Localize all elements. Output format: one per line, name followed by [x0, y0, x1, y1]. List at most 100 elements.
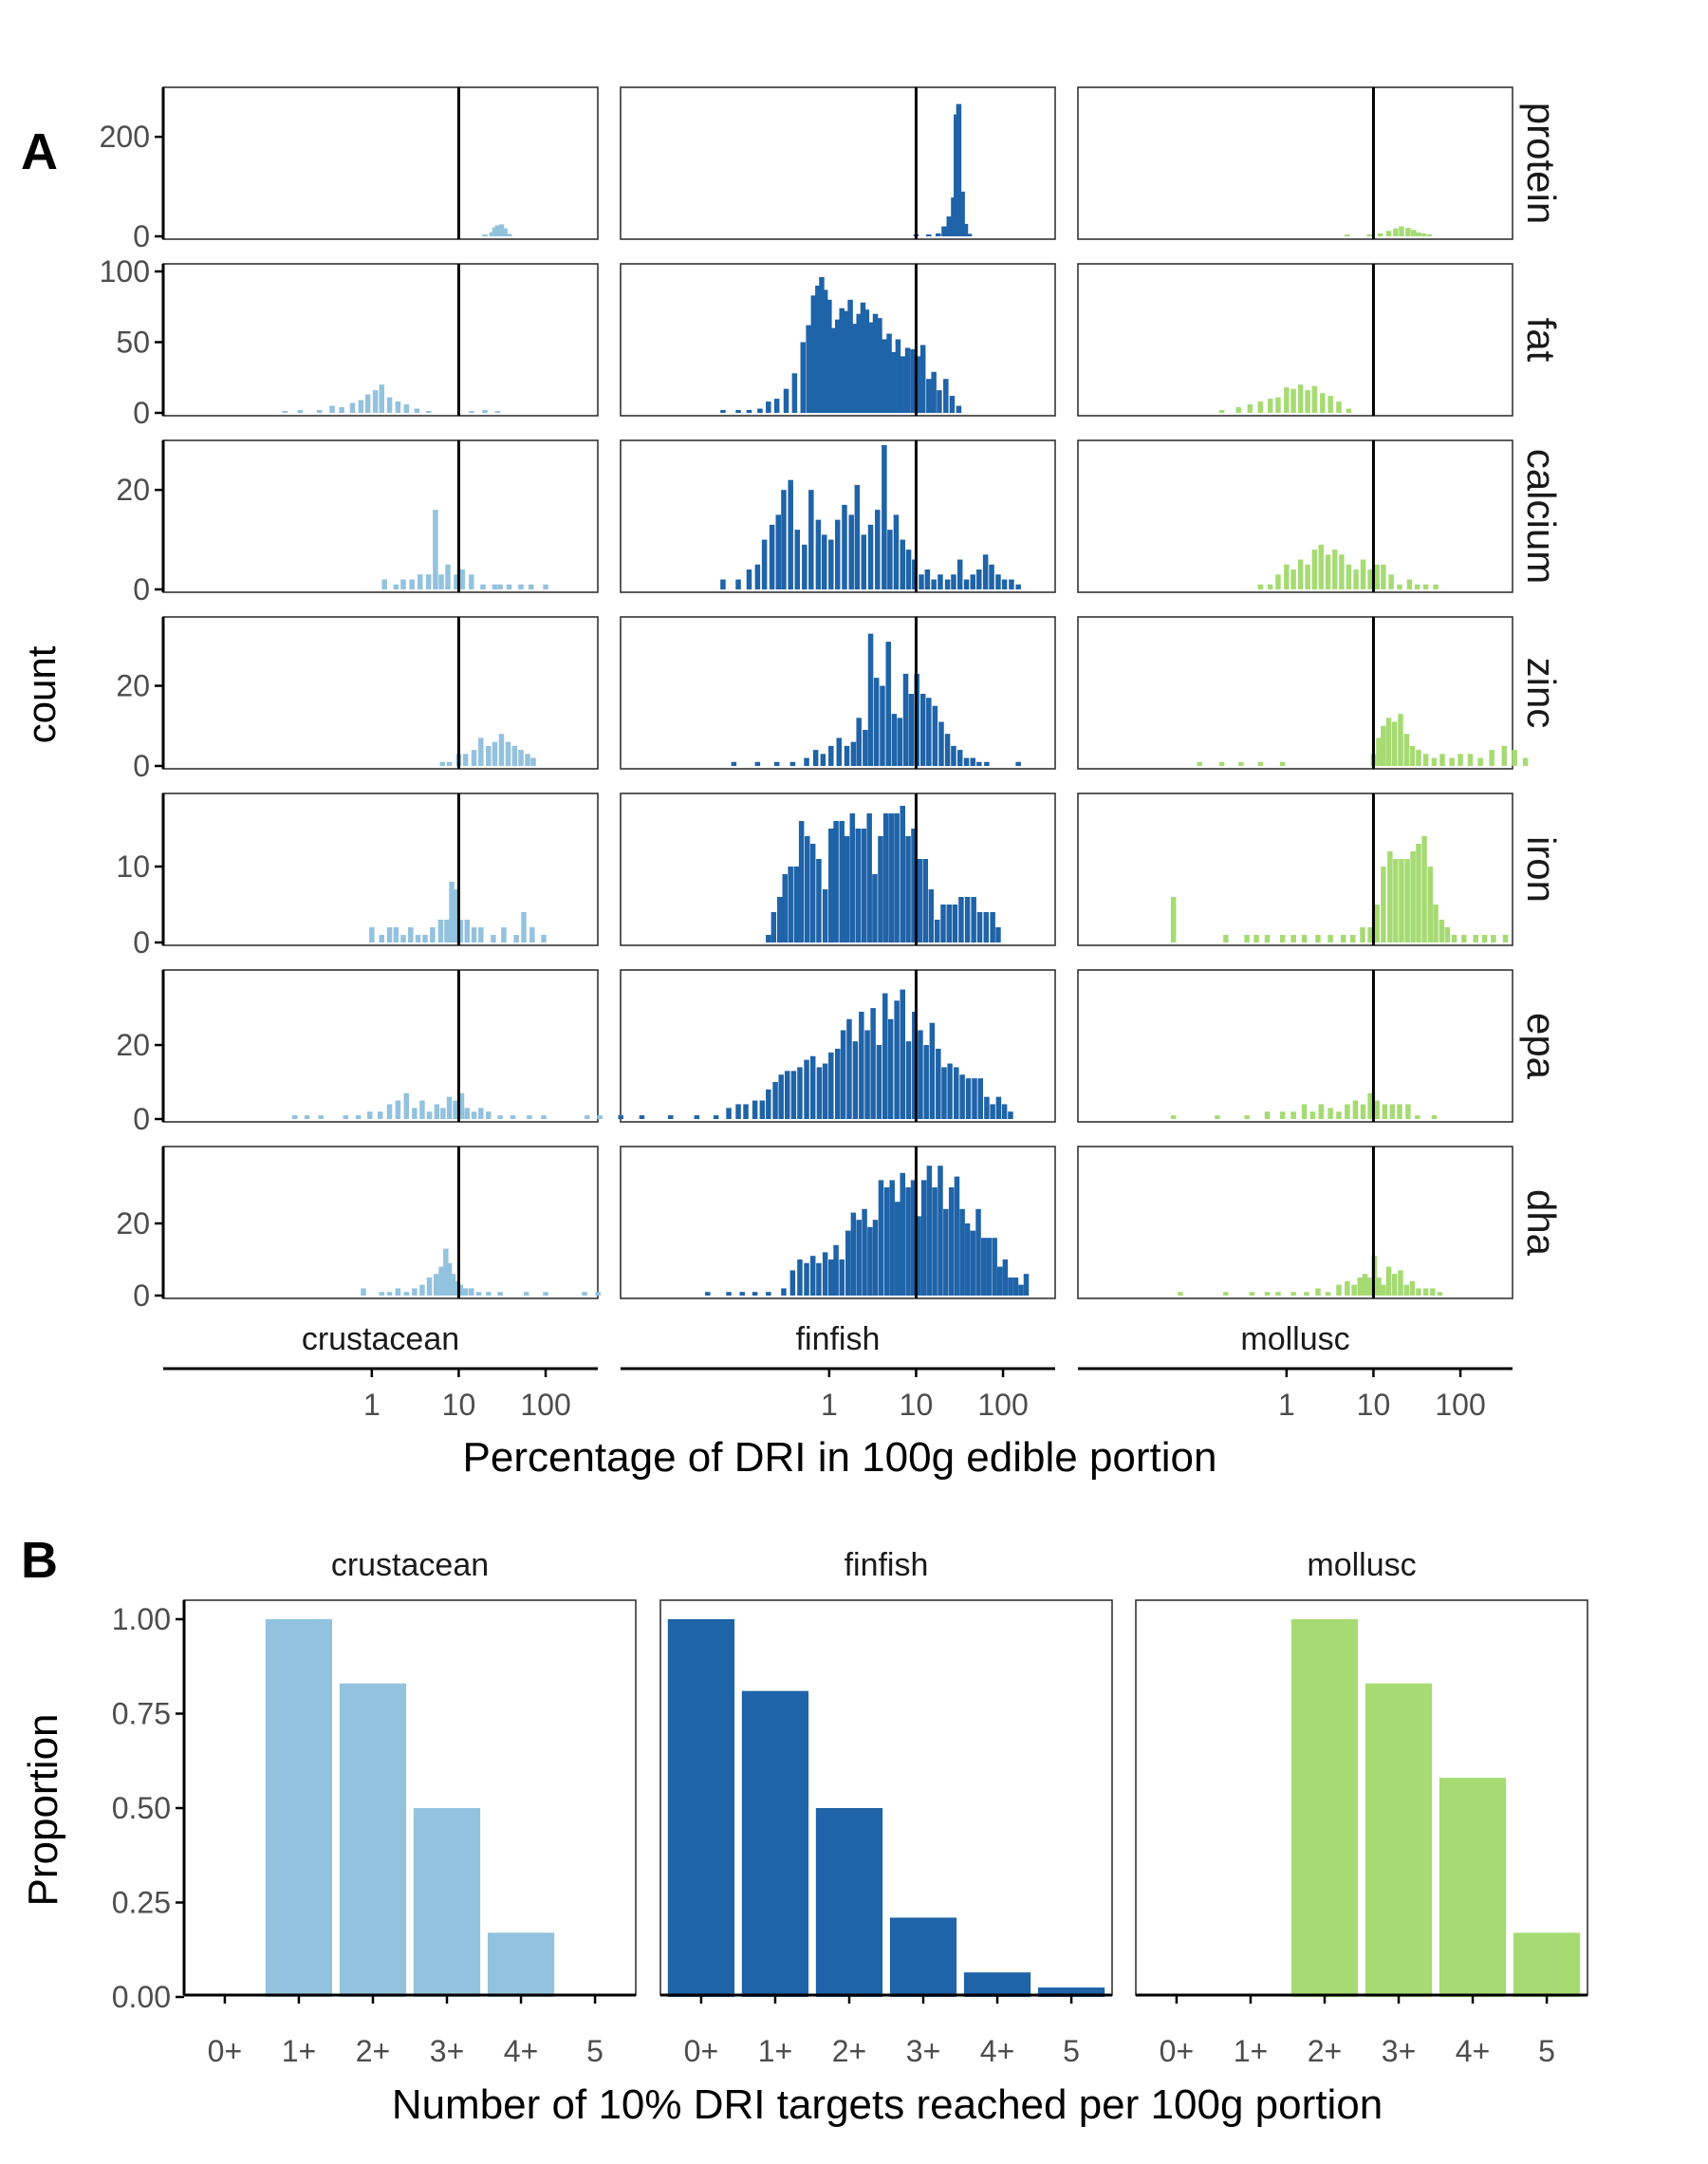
histogram-bar-protein-crustacean	[498, 224, 505, 236]
histogram-bar-epa-finfish	[790, 1071, 797, 1119]
histogram-bar-fat-crustacean	[316, 410, 323, 413]
x-tick-label: 1	[821, 1388, 838, 1422]
y-tick-label: 0	[133, 219, 150, 253]
histogram-bar-iron-mollusc	[1399, 859, 1404, 942]
histogram-bar-calcium-finfish	[982, 554, 989, 589]
histogram-bar-zinc-mollusc	[1422, 754, 1429, 766]
histogram-bar-fat-finfish	[919, 345, 926, 413]
histogram-bar-calcium-finfish	[861, 534, 867, 589]
histogram-bar-iron-finfish	[766, 935, 771, 942]
x-tick-label: 10	[442, 1388, 476, 1422]
histogram-bar-dha-mollusc	[1430, 1288, 1436, 1296]
histogram-bar-dha-mollusc	[1385, 1266, 1392, 1296]
histogram-bar-zinc-mollusc	[1381, 725, 1386, 766]
histogram-bar-protein-mollusc	[1420, 233, 1427, 236]
histogram-bar-epa-finfish	[797, 1067, 803, 1119]
histogram-bar-dha-finfish	[867, 1226, 873, 1296]
x-tick-label: 1	[363, 1388, 381, 1422]
histogram-bar-iron-finfish	[788, 867, 793, 942]
bar-finfish-4	[963, 1972, 1031, 1997]
histogram-bar-fat-crustacean	[482, 410, 488, 413]
histogram-bar-dha-mollusc	[1391, 1274, 1398, 1296]
histogram-bar-fat-mollusc	[1320, 393, 1326, 413]
histogram-bar-zinc-crustacean	[471, 750, 477, 766]
histogram-bar-dha-finfish	[816, 1262, 822, 1296]
histogram-bar-zinc-crustacean	[486, 745, 492, 766]
y-tick-label: 0	[133, 1278, 150, 1313]
histogram-bar-zinc-mollusc	[1439, 754, 1445, 766]
histogram-bar-fat-finfish	[847, 299, 853, 413]
histogram-bar-iron-finfish	[911, 829, 917, 942]
y-tick-label: 1.00	[112, 1602, 171, 1636]
facet-strip-label-epa: epa	[1519, 1013, 1564, 1080]
histogram-bar-iron-finfish	[983, 912, 990, 942]
histogram-bar-epa-finfish	[759, 1100, 766, 1119]
histogram-bar-dha-finfish	[828, 1259, 834, 1296]
histogram-bar-dha-finfish	[1023, 1274, 1030, 1296]
histogram-bar-iron-finfish	[809, 844, 816, 942]
histogram-bar-fat-finfish	[822, 289, 828, 413]
histogram-bar-fat-mollusc	[1297, 384, 1304, 413]
bar-mollusc-3	[1365, 1683, 1433, 1997]
panel-label-a: A	[21, 123, 58, 180]
histogram-bar-epa-mollusc	[1431, 1115, 1438, 1119]
facet-strip-label-protein: protein	[1519, 103, 1564, 224]
histogram-bar-epa-finfish	[618, 1115, 623, 1119]
histogram-bar-iron-mollusc	[1502, 935, 1509, 942]
histogram-bar-iron-mollusc	[1433, 905, 1439, 942]
histogram-bar-dha-finfish	[845, 1230, 851, 1296]
facet-strip-label-mollusc: mollusc	[1307, 1547, 1416, 1583]
histogram-bar-calcium-finfish	[887, 530, 893, 589]
histogram-bar-calcium-finfish	[905, 550, 912, 589]
histogram-bar-calcium-mollusc	[1275, 574, 1281, 589]
histogram-bar-epa-crustacean	[478, 1108, 484, 1119]
histogram-bar-calcium-crustacean	[492, 584, 498, 589]
histogram-bar-zinc-finfish	[820, 754, 826, 766]
histogram-bar-iron-finfish	[922, 859, 929, 942]
x-tick-label: 0+	[1160, 2034, 1194, 2068]
histogram-bar-epa-finfish	[894, 1000, 900, 1119]
histogram-bar-epa-finfish	[984, 1096, 990, 1119]
histogram-bar-epa-finfish	[977, 1078, 984, 1119]
histogram-bar-calcium-finfish	[788, 479, 793, 589]
histogram-bar-zinc-mollusc	[1257, 761, 1264, 766]
histogram-bar-zinc-mollusc	[1431, 757, 1438, 766]
histogram-bar-dha-mollusc	[1315, 1288, 1321, 1296]
histogram-bar-protein-finfish	[962, 223, 969, 236]
histogram-bar-fat-finfish	[783, 388, 789, 413]
histogram-bar-zinc-finfish	[926, 698, 932, 766]
x-tick-label: 2+	[1308, 2034, 1342, 2068]
histogram-bar-dha-crustacean	[443, 1248, 449, 1296]
histogram-bar-dha-finfish	[959, 1208, 965, 1296]
histogram-bar-iron-finfish	[878, 836, 883, 942]
histogram-bar-zinc-finfish	[844, 745, 850, 766]
histogram-bar-iron-crustacean	[501, 927, 507, 942]
histogram-bar-calcium-finfish	[919, 574, 924, 589]
histogram-bar-iron-mollusc	[1491, 935, 1496, 942]
histogram-bar-iron-crustacean	[408, 927, 414, 942]
histogram-bar-zinc-finfish	[976, 761, 982, 766]
histogram-bar-zinc-finfish	[984, 761, 990, 766]
histogram-bar-calcium-mollusc	[1318, 544, 1325, 589]
panel-frame-crustacean	[183, 1599, 637, 1996]
histogram-bar-protein-crustacean	[494, 225, 501, 236]
histogram-bar-zinc-finfish	[944, 734, 951, 766]
histogram-bar-calcium-finfish	[956, 559, 963, 589]
histogram-bar-dha-finfish	[905, 1187, 911, 1296]
panel-frame-dha-crustacean	[162, 1146, 599, 1299]
histogram-bar-zinc-finfish	[863, 730, 868, 766]
histogram-bar-dha-mollusc	[1351, 1284, 1357, 1296]
histogram-bar-calcium-finfish	[938, 574, 943, 589]
histogram-bar-dha-mollusc	[1345, 1280, 1350, 1296]
x-tick-label: 1+	[1234, 2034, 1268, 2068]
histogram-bar-fat-crustacean	[395, 401, 401, 413]
histogram-bar-dha-finfish	[766, 1292, 771, 1296]
histogram-bar-fat-finfish	[872, 313, 879, 413]
histogram-bar-zinc-finfish	[963, 757, 970, 766]
histogram-bar-iron-finfish	[777, 897, 783, 942]
histogram-bar-calcium-crustacean	[480, 584, 486, 589]
histogram-bar-iron-mollusc	[1350, 935, 1356, 942]
histogram-bar-calcium-finfish	[808, 490, 814, 589]
histogram-bar-zinc-crustacean	[492, 741, 498, 766]
